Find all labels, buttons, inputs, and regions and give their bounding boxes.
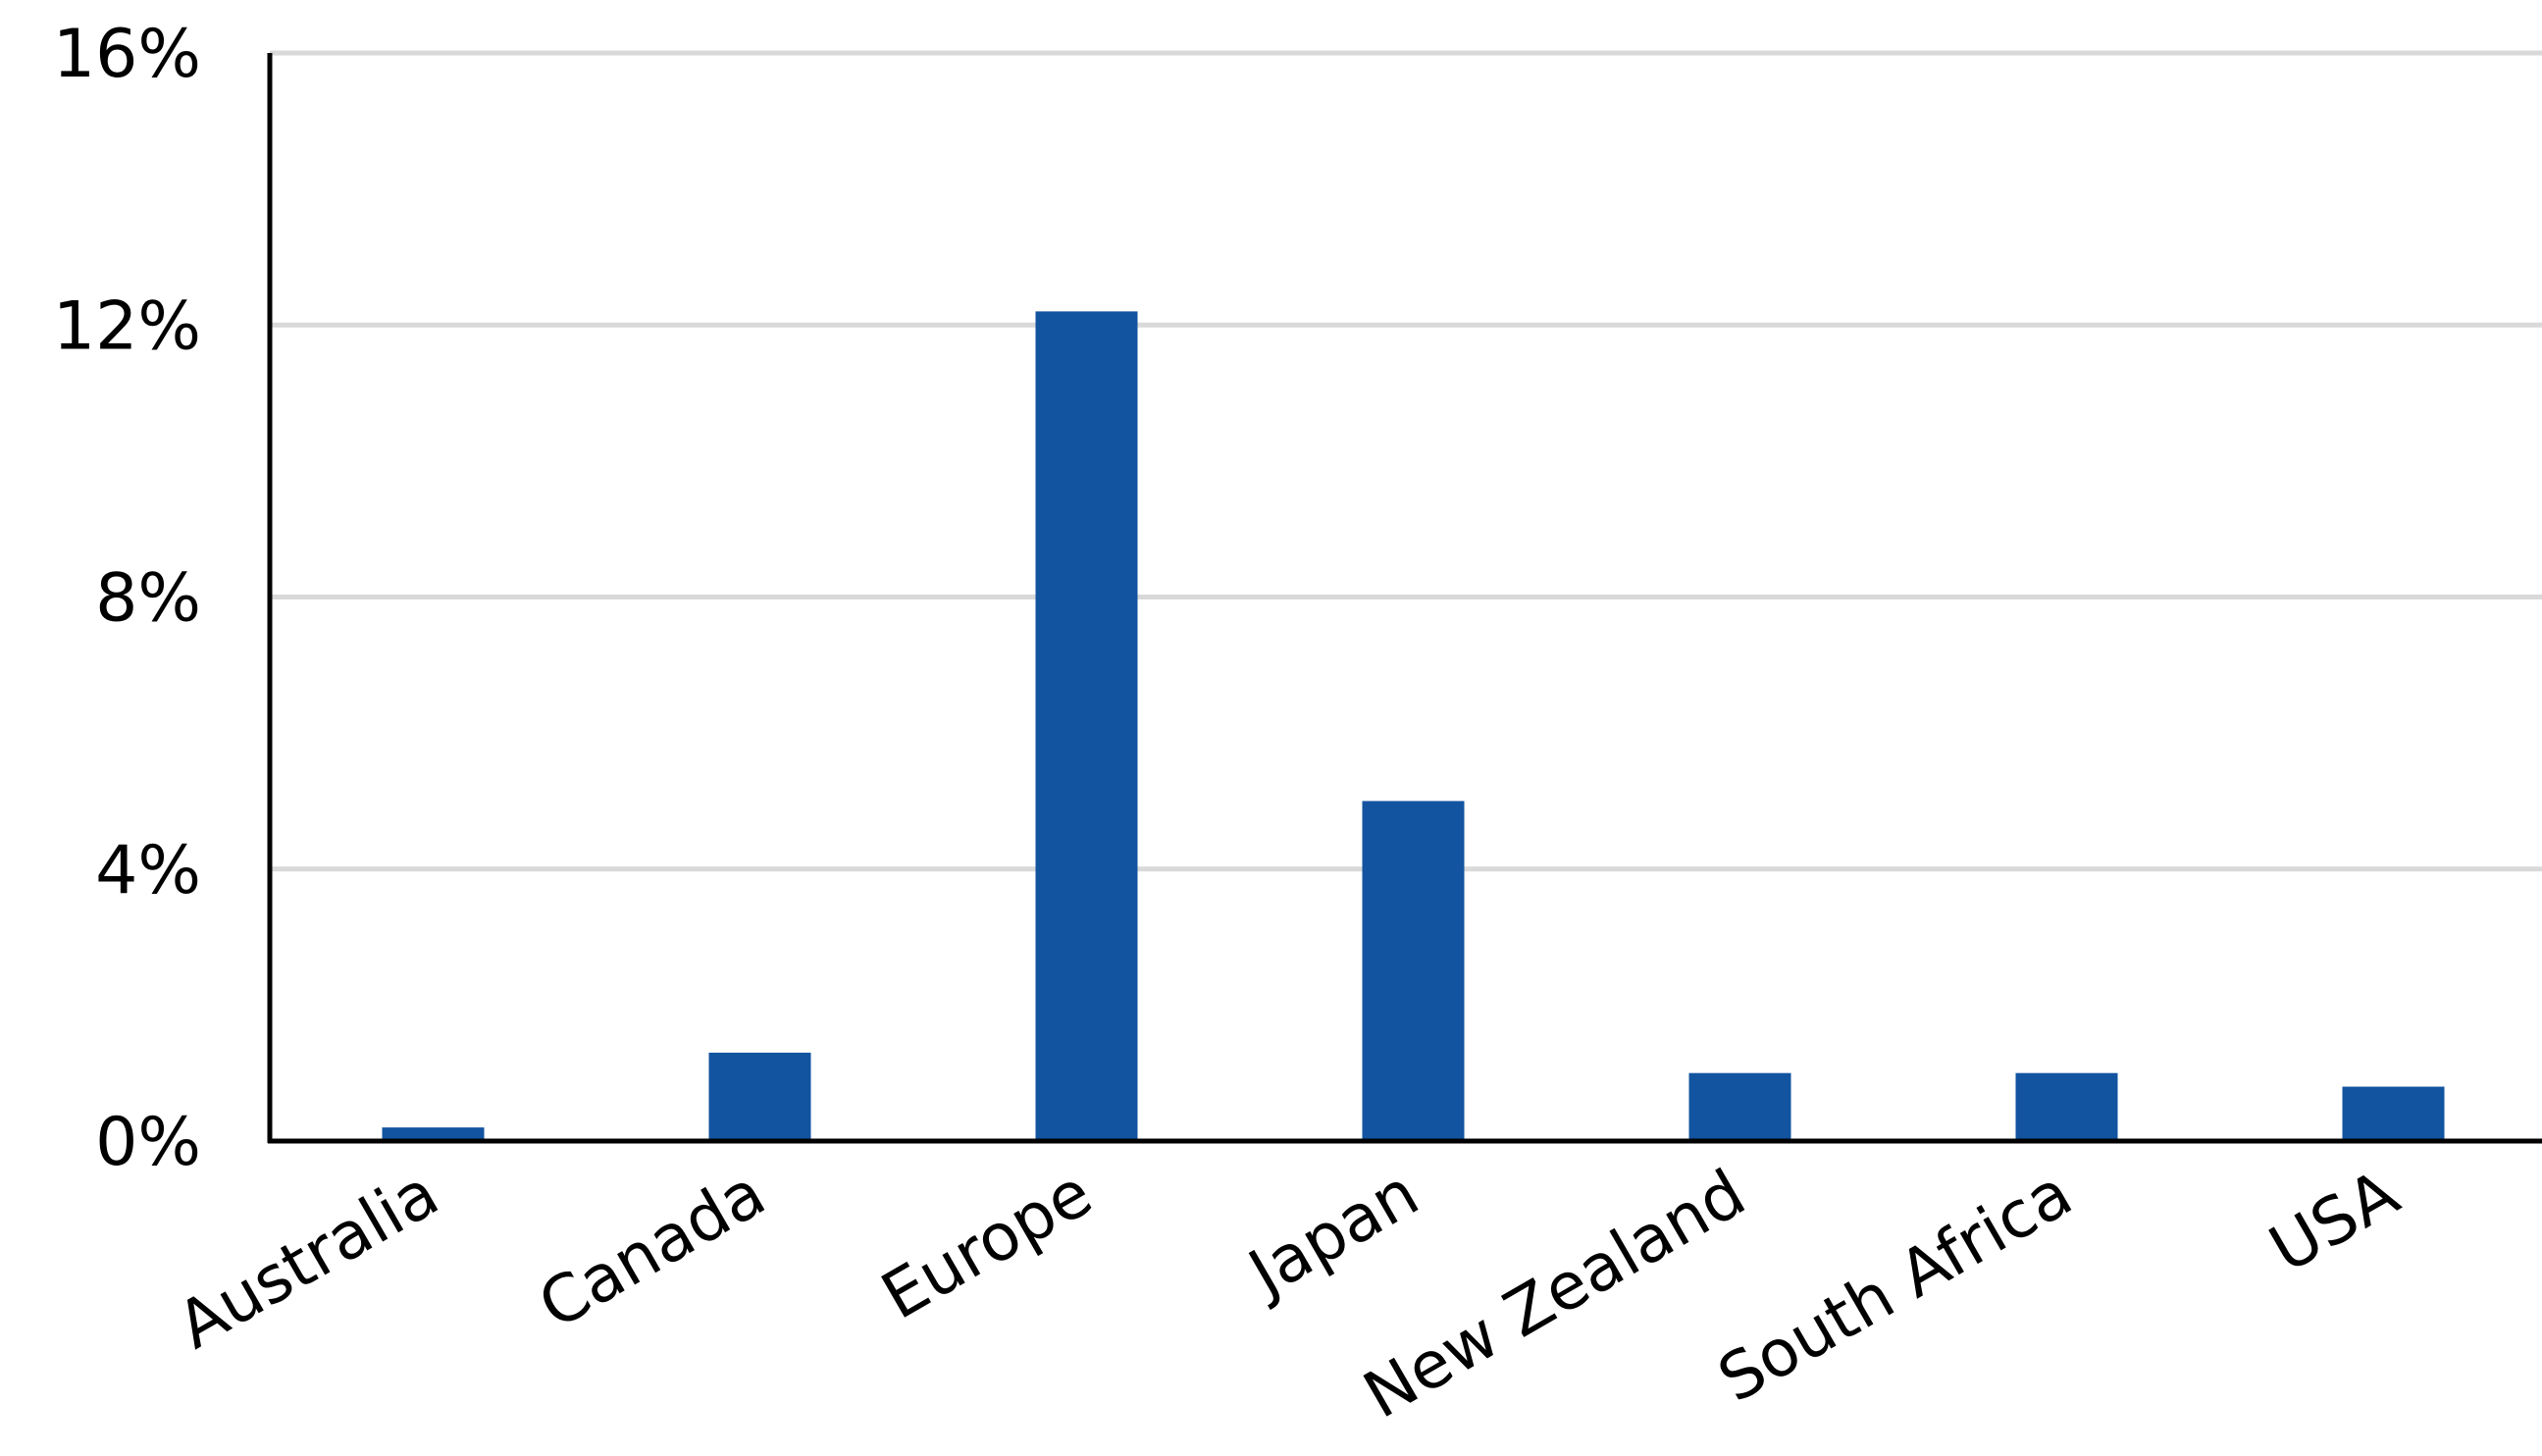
- bar-australia: [382, 1127, 485, 1141]
- y-tick-label: 12%: [53, 287, 201, 365]
- axes: [267, 53, 2542, 1144]
- bar-europe: [1035, 311, 1138, 1141]
- y-tick-label: 8%: [95, 560, 201, 638]
- bar-usa: [2342, 1086, 2445, 1141]
- bars: [382, 311, 2445, 1141]
- bar-japan: [1362, 801, 1465, 1141]
- bar-new-zealand: [1688, 1072, 1791, 1141]
- x-tick-label: USA: [2257, 1155, 2412, 1287]
- gridlines: [270, 50, 2542, 872]
- y-tick-label: 16%: [53, 16, 201, 93]
- x-tick-label: Europe: [869, 1155, 1105, 1334]
- x-tick-label: South Africa: [1706, 1155, 2085, 1417]
- x-tick-label: Canada: [526, 1155, 777, 1343]
- bar-canada: [708, 1052, 811, 1141]
- bar-south-africa: [2015, 1072, 2118, 1141]
- y-tick-label: 0%: [95, 1104, 201, 1181]
- y-tick-labels: 0% 4% 8% 12% 16%: [53, 16, 201, 1181]
- y-tick-label: 4%: [95, 832, 201, 910]
- x-tick-label: Japan: [1233, 1155, 1430, 1313]
- x-tick-label: Australia: [165, 1155, 450, 1364]
